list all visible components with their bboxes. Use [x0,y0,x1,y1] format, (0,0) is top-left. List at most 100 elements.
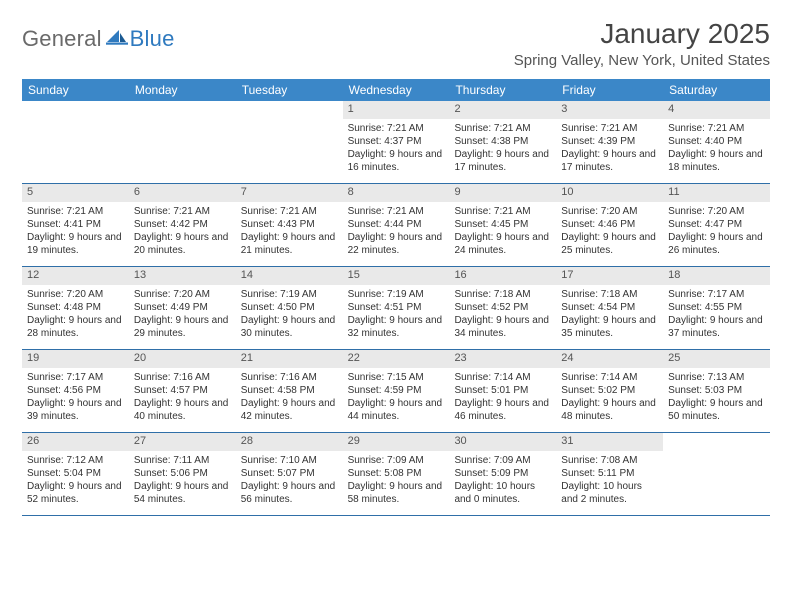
day-number: 19 [22,350,129,368]
day-info: Sunrise: 7:09 AMSunset: 5:09 PMDaylight:… [449,451,556,511]
sunrise-line: Sunrise: 7:08 AM [561,454,658,467]
sunset-line: Sunset: 4:42 PM [134,218,231,231]
calendar: SundayMondayTuesdayWednesdayThursdayFrid… [22,79,770,516]
weekday-header-row: SundayMondayTuesdayWednesdayThursdayFrid… [22,79,770,101]
sunset-line: Sunset: 4:41 PM [27,218,124,231]
sunset-line: Sunset: 4:49 PM [134,301,231,314]
day-number: 23 [449,350,556,368]
daylight-line: Daylight: 9 hours and 40 minutes. [134,397,231,423]
title-block: January 2025 Spring Valley, New York, Un… [514,18,770,69]
sunrise-line: Sunrise: 7:10 AM [241,454,338,467]
day-cell: 29Sunrise: 7:09 AMSunset: 5:08 PMDayligh… [343,433,450,515]
sunset-line: Sunset: 4:52 PM [454,301,551,314]
daylight-line: Daylight: 9 hours and 20 minutes. [134,231,231,257]
day-number: 30 [449,433,556,451]
day-info: Sunrise: 7:21 AMSunset: 4:41 PMDaylight:… [22,202,129,262]
sunset-line: Sunset: 5:07 PM [241,467,338,480]
day-number: 29 [343,433,450,451]
location: Spring Valley, New York, United States [514,52,770,69]
sunset-line: Sunset: 5:08 PM [348,467,445,480]
day-info: Sunrise: 7:21 AMSunset: 4:44 PMDaylight:… [343,202,450,262]
daylight-line: Daylight: 9 hours and 22 minutes. [348,231,445,257]
sunrise-line: Sunrise: 7:21 AM [454,205,551,218]
daylight-line: Daylight: 9 hours and 17 minutes. [561,148,658,174]
day-cell: 24Sunrise: 7:14 AMSunset: 5:02 PMDayligh… [556,350,663,432]
day-cell: 5Sunrise: 7:21 AMSunset: 4:41 PMDaylight… [22,184,129,266]
sunrise-line: Sunrise: 7:13 AM [668,371,765,384]
sunrise-line: Sunrise: 7:09 AM [454,454,551,467]
day-cell: 15Sunrise: 7:19 AMSunset: 4:51 PMDayligh… [343,267,450,349]
day-number: 27 [129,433,236,451]
day-number: 22 [343,350,450,368]
sunrise-line: Sunrise: 7:19 AM [348,288,445,301]
sunrise-line: Sunrise: 7:15 AM [348,371,445,384]
sunset-line: Sunset: 5:02 PM [561,384,658,397]
sunset-line: Sunset: 4:43 PM [241,218,338,231]
day-number: 2 [449,101,556,119]
logo-text-general: General [22,26,102,52]
sunset-line: Sunset: 4:56 PM [27,384,124,397]
day-info: Sunrise: 7:09 AMSunset: 5:08 PMDaylight:… [343,451,450,511]
weekday-header: Wednesday [343,79,450,101]
sunrise-line: Sunrise: 7:21 AM [241,205,338,218]
sunrise-line: Sunrise: 7:20 AM [134,288,231,301]
day-number: 17 [556,267,663,285]
day-cell: 21Sunrise: 7:16 AMSunset: 4:58 PMDayligh… [236,350,343,432]
day-cell: 28Sunrise: 7:10 AMSunset: 5:07 PMDayligh… [236,433,343,515]
week-row: 19 Sunrise: 7:17 AMSunset: 4:56 PM Dayligh… [22,350,770,433]
day-number: 13 [129,267,236,285]
day-cell: 10Sunrise: 7:20 AMSunset: 4:46 PMDayligh… [556,184,663,266]
day-cell: 6Sunrise: 7:21 AMSunset: 4:42 PMDaylight… [129,184,236,266]
daylight-line: Daylight: 9 hours and 46 minutes. [454,397,551,423]
daylight-line: Daylight: 10 hours and 2 minutes. [561,480,658,506]
sunrise-line: Sunrise: 7:21 AM [27,205,124,218]
day-info: Sunrise: 7:20 AMSunset: 4:47 PMDaylight:… [663,202,770,262]
sunset-line: Sunset: 4:47 PM [668,218,765,231]
sunrise-line: Sunrise: 7:20 AM [561,205,658,218]
sunrise-line: Sunrise: 7:21 AM [134,205,231,218]
sunrise-line: Sunrise: 7:16 AM [241,371,338,384]
day-info: Sunrise: 7:18 AMSunset: 4:52 PMDaylight:… [449,285,556,345]
daylight-line: Daylight: 9 hours and 18 minutes. [668,148,765,174]
daylight-line: Daylight: 9 hours and 52 minutes. [27,480,124,506]
daylight-line: Daylight: 9 hours and 26 minutes. [668,231,765,257]
day-info: Sunrise: 7:19 AMSunset: 4:51 PMDaylight:… [343,285,450,345]
day-cell: 30Sunrise: 7:09 AMSunset: 5:09 PMDayligh… [449,433,556,515]
weeks-container: ...1Sunrise: 7:21 AMSunset: 4:37 PMDayli… [22,101,770,516]
sunrise-line: Sunrise: 7:21 AM [668,122,765,135]
day-number: 21 [236,350,343,368]
day-cell: 19Sunrise: 7:17 AMSunset: 4:56 PMDayligh… [22,350,129,432]
sunset-line: Sunset: 4:58 PM [241,384,338,397]
day-info: Sunrise: 7:20 AMSunset: 4:46 PMDaylight:… [556,202,663,262]
day-cell: 22Sunrise: 7:15 AMSunset: 4:59 PMDayligh… [343,350,450,432]
day-number: 5 [22,184,129,202]
daylight-line: Daylight: 9 hours and 19 minutes. [27,231,124,257]
day-info: Sunrise: 7:10 AMSunset: 5:07 PMDaylight:… [236,451,343,511]
day-info: Sunrise: 7:21 AMSunset: 4:37 PMDaylight:… [343,119,450,179]
logo-sail-icon [106,28,128,51]
daylight-line: Daylight: 9 hours and 30 minutes. [241,314,338,340]
sunset-line: Sunset: 5:11 PM [561,467,658,480]
daylight-line: Daylight: 9 hours and 48 minutes. [561,397,658,423]
sunset-line: Sunset: 4:51 PM [348,301,445,314]
day-cell: 1Sunrise: 7:21 AMSunset: 4:37 PMDaylight… [343,101,450,183]
day-info: Sunrise: 7:21 AMSunset: 4:45 PMDaylight:… [449,202,556,262]
day-number: 14 [236,267,343,285]
day-cell: 9Sunrise: 7:21 AMSunset: 4:45 PMDaylight… [449,184,556,266]
sunrise-line: Sunrise: 7:21 AM [561,122,658,135]
sunrise-line: Sunrise: 7:17 AM [27,371,124,384]
day-info: Sunrise: 7:20 AMSunset: 4:49 PMDaylight:… [129,285,236,345]
sunset-line: Sunset: 5:01 PM [454,384,551,397]
day-number: 7 [236,184,343,202]
sunrise-line: Sunrise: 7:21 AM [348,122,445,135]
day-info: Sunrise: 7:08 AMSunset: 5:11 PMDaylight:… [556,451,663,511]
sunrise-line: Sunrise: 7:21 AM [348,205,445,218]
day-cell: 17Sunrise: 7:18 AMSunset: 4:54 PMDayligh… [556,267,663,349]
day-number: 20 [129,350,236,368]
sunrise-line: Sunrise: 7:14 AM [454,371,551,384]
day-cell: 13Sunrise: 7:20 AMSunset: 4:49 PMDayligh… [129,267,236,349]
weekday-header: Thursday [449,79,556,101]
weekday-header: Sunday [22,79,129,101]
day-cell: 25Sunrise: 7:13 AMSunset: 5:03 PMDayligh… [663,350,770,432]
daylight-line: Daylight: 9 hours and 58 minutes. [348,480,445,506]
